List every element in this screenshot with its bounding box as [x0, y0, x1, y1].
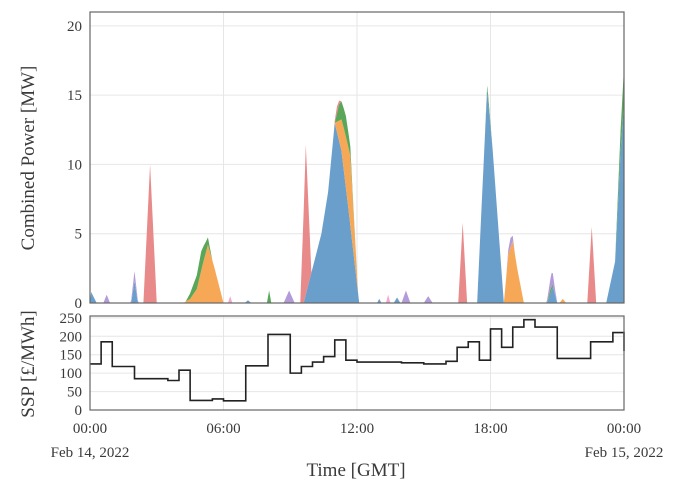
power-y-tick-label: 15: [67, 88, 82, 104]
power-y-tick-label: 10: [67, 157, 82, 173]
price-y-tick-label: 0: [75, 403, 83, 419]
power-area-0: [90, 89, 624, 303]
x-tick-label: 00:00: [73, 421, 107, 437]
power-y-axis-title: Combined Power [MW]: [18, 66, 39, 251]
price-y-tick-label: 250: [60, 311, 83, 327]
price-y-tick-label: 150: [60, 348, 83, 364]
x-tick-label: 00:00: [607, 421, 641, 437]
x-tick-label: 18:00: [473, 421, 507, 437]
x-tick-date-label: Feb 15, 2022: [585, 445, 664, 461]
x-tick-label: 06:00: [206, 421, 240, 437]
x-tick-label: 12:00: [340, 421, 374, 437]
price-y-tick-label: 200: [60, 329, 83, 345]
price-panel-frame: [89, 315, 625, 411]
power-y-tick-label: 0: [75, 296, 83, 312]
price-panel-grid: [89, 316, 625, 411]
power-panel-frame: [89, 11, 625, 304]
x-axis-title: Time [GMT]: [306, 460, 405, 481]
ssp-step-line: [90, 318, 625, 402]
power-stacked-areas: [90, 67, 624, 304]
power-y-tick-label: 5: [75, 227, 83, 243]
price-y-axis-title: SSP [£/MWh]: [18, 310, 39, 418]
power-y-ticks: 0 5 10 15 20: [67, 19, 82, 312]
price-y-ticks: 0 50 100 150 200 250: [60, 311, 83, 419]
price-y-tick-label: 50: [67, 385, 82, 401]
x-tick-date-label: Feb 14, 2022: [51, 445, 130, 461]
price-y-tick-label: 100: [60, 366, 83, 382]
x-ticks: 00:00 Feb 14, 2022 06:00 12:00 18:00 00:00 Feb…: [51, 421, 664, 461]
power-panel-grid: [89, 12, 625, 304]
power-y-tick-label: 20: [67, 19, 82, 35]
